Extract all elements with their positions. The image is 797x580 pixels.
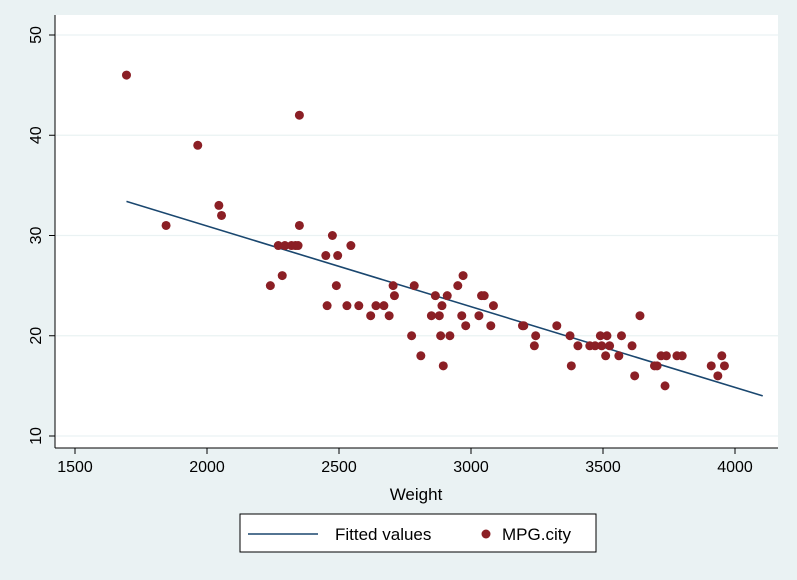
data-point <box>573 341 583 351</box>
x-tick-label: 3000 <box>453 459 489 476</box>
data-point <box>321 251 331 261</box>
data-point <box>277 271 287 281</box>
data-point <box>193 140 203 150</box>
data-point <box>161 220 171 230</box>
data-point <box>590 341 600 351</box>
data-point <box>635 311 645 321</box>
data-point <box>566 361 576 371</box>
x-tick-label: 4000 <box>717 459 753 476</box>
x-axis-title: Weight <box>390 485 443 504</box>
data-point <box>280 241 290 251</box>
data-point <box>719 361 729 371</box>
data-point <box>333 251 343 261</box>
data-point <box>407 331 417 341</box>
data-point <box>660 381 670 391</box>
legend-label-fitted-values: Fitted values <box>335 525 431 544</box>
x-tick-label: 2000 <box>189 459 225 476</box>
data-point <box>597 341 607 351</box>
data-point <box>519 321 529 331</box>
data-point <box>531 331 541 341</box>
data-point <box>630 371 640 381</box>
data-point <box>717 351 727 361</box>
data-point <box>453 281 463 291</box>
data-point <box>474 311 484 321</box>
legend-box <box>239 513 597 553</box>
data-point <box>379 301 389 311</box>
data-point <box>371 301 381 311</box>
y-tick-label: 40 <box>28 126 45 144</box>
data-point <box>294 110 304 120</box>
legend: Fitted values MPG.city <box>239 513 597 553</box>
x-tick-label: 1500 <box>57 459 93 476</box>
data-point <box>438 361 448 371</box>
data-point <box>342 301 352 311</box>
data-point <box>273 241 283 251</box>
data-point <box>458 271 468 281</box>
y-tick-label: 10 <box>28 427 45 445</box>
data-point <box>346 241 356 251</box>
data-point <box>713 371 723 381</box>
data-point <box>457 311 467 321</box>
data-point <box>354 301 364 311</box>
data-point <box>616 331 626 341</box>
data-point <box>327 231 337 240</box>
y-tick-label: 50 <box>28 26 45 44</box>
data-point <box>426 311 436 321</box>
x-ticks: 1500 2000 2500 3000 3500 4000 <box>57 448 753 476</box>
data-point <box>434 311 444 321</box>
data-point <box>121 70 131 80</box>
data-point <box>479 291 489 301</box>
data-point <box>331 281 341 291</box>
data-point <box>322 301 332 311</box>
data-point <box>437 301 447 311</box>
data-point <box>416 351 426 361</box>
data-point <box>552 321 562 331</box>
legend-point-key <box>481 529 491 539</box>
x-tick-label: 2500 <box>321 459 357 476</box>
data-point <box>436 331 446 341</box>
data-point <box>605 341 615 351</box>
data-point <box>293 241 303 251</box>
y-tick-label: 20 <box>28 327 45 345</box>
data-point <box>388 281 398 291</box>
data-point <box>652 361 662 371</box>
data-point <box>627 341 637 351</box>
data-point <box>445 331 455 341</box>
data-point <box>529 341 539 351</box>
data-point <box>614 351 624 361</box>
gridlines <box>56 34 778 437</box>
data-point <box>294 220 304 230</box>
data-point <box>214 200 224 210</box>
data-point <box>706 361 716 371</box>
data-point <box>595 331 605 341</box>
data-point <box>217 210 227 220</box>
data-point <box>389 291 399 301</box>
data-point <box>430 291 440 301</box>
legend-label-mpg-city: MPG.city <box>502 525 571 544</box>
y-tick-label: 30 <box>28 227 45 245</box>
mpg-city-points <box>121 70 729 391</box>
data-point <box>488 301 498 311</box>
data-point <box>366 311 376 321</box>
data-point <box>409 281 419 291</box>
data-point <box>384 311 394 321</box>
data-point <box>661 351 671 361</box>
data-point <box>461 321 471 331</box>
data-point <box>565 331 575 341</box>
data-point <box>265 281 275 291</box>
data-point <box>602 331 612 341</box>
data-point <box>601 351 611 361</box>
data-point <box>486 321 496 331</box>
data-point <box>677 351 687 361</box>
x-tick-label: 3500 <box>585 459 621 476</box>
y-ticks: 10 20 30 40 50 <box>28 26 55 445</box>
plot-area <box>55 15 778 448</box>
data-point <box>442 291 452 301</box>
